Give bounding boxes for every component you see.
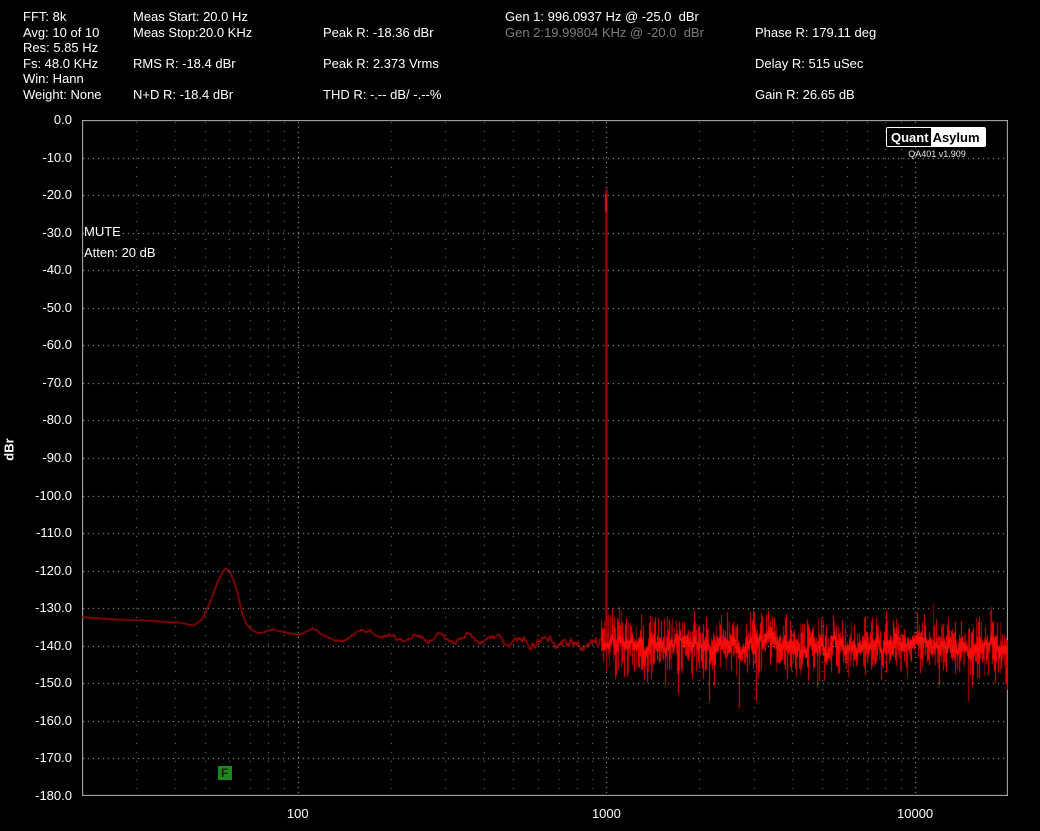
y-tick-label: -180.0 [35, 788, 72, 803]
mute-indicator: MUTE [84, 224, 121, 239]
y-tick-label: -50.0 [42, 299, 72, 315]
y-tick-label: -30.0 [42, 224, 72, 240]
frequency-marker-f: F [217, 766, 232, 780]
weighting-readout: Weight: None [23, 87, 102, 102]
x-tick-label: 10000 [897, 806, 934, 821]
logo-part-quant: Quant [887, 128, 931, 146]
gen1-readout: Gen 1: 996.0937 Hz @ -25.0 dBr [505, 9, 699, 24]
quantasylum-logo: Quant Asylum [886, 127, 986, 147]
y-tick-label: 0.0 [53, 112, 72, 127]
y-tick-label: -160.0 [35, 712, 72, 728]
y-tick-label: -140.0 [35, 637, 72, 653]
y-axis-title: dBr [1, 438, 17, 461]
resolution-readout: Res: 5.85 Hz [23, 40, 99, 55]
firmware-version-label: QA401 v1.909 [908, 149, 966, 159]
thd-readout: THD R: -.-- dB/ -.--% [323, 87, 442, 102]
x-tick-label: 100 [286, 806, 309, 821]
phase-readout: Phase R: 179.11 deg [755, 25, 877, 40]
y-tick-label: -80.0 [42, 412, 72, 428]
rms-readout: RMS R: -18.4 dBr [133, 56, 236, 71]
gen2-readout: Gen 2:19.99804 KHz @ -20.0 dBr [505, 25, 704, 40]
y-tick-label: -120.0 [35, 562, 72, 578]
y-tick-label: -150.0 [35, 675, 72, 691]
spectrum-plot[interactable] [82, 120, 1008, 796]
y-tick-label: -100.0 [35, 487, 72, 503]
x-tick-label: 1000 [591, 806, 621, 821]
atten-indicator: Atten: 20 dB [84, 245, 156, 260]
peak-dbr-readout: Peak R: -18.36 dBr [323, 25, 434, 40]
y-tick-label: -170.0 [35, 750, 72, 766]
y-tick-label: -60.0 [42, 337, 72, 353]
y-tick-label: -130.0 [35, 600, 72, 616]
noise-distortion-readout: N+D R: -18.4 dBr [133, 87, 234, 102]
avg-readout: Avg: 10 of 10 [23, 25, 100, 40]
y-tick-label: -20.0 [42, 187, 72, 203]
samplerate-readout: Fs: 48.0 KHz [23, 56, 99, 71]
y-tick-label: -10.0 [42, 149, 72, 165]
logo-part-asylum: Asylum [930, 128, 985, 146]
window-readout: Win: Hann [23, 71, 84, 86]
y-tick-label: -40.0 [42, 262, 72, 278]
y-tick-label: -90.0 [42, 450, 72, 465]
fft-size-readout: FFT: 8k [23, 9, 67, 24]
y-tick-label: -70.0 [42, 374, 72, 390]
delay-readout: Delay R: 515 uSec [755, 56, 864, 71]
peak-vrms-readout: Peak R: 2.373 Vrms [323, 56, 439, 71]
y-tick-label: -110.0 [36, 525, 72, 541]
gain-readout: Gain R: 26.65 dB [755, 87, 855, 102]
meas-start-readout: Meas Start: 20.0 Hz [133, 9, 248, 24]
meas-stop-readout: Meas Stop:20.0 KHz [133, 25, 253, 40]
